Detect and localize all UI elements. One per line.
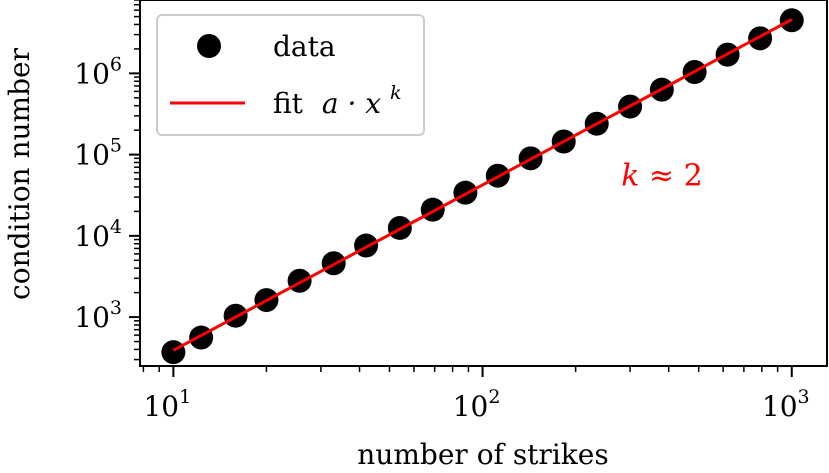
data-point [420, 197, 445, 222]
fit-exponent-annotation: k ≈ 2 [621, 159, 702, 194]
fit-line [172, 18, 793, 352]
legend-label-fit: fit a · x k [273, 82, 401, 120]
data-point [189, 325, 214, 350]
x-tick-label: 102 [453, 386, 501, 423]
legend: data fit a · x k [156, 14, 425, 136]
x-tick-label-base: 10 [762, 390, 798, 423]
legend-label-fit-exp: k [390, 82, 402, 104]
legend-box [156, 14, 425, 136]
data-point [354, 233, 379, 258]
x-tick-label-exp: 3 [798, 386, 810, 408]
y-tick-label-exp: 4 [110, 216, 122, 238]
data-point [161, 340, 186, 365]
series-layer [161, 8, 804, 365]
x-tick-label-exp: 2 [488, 386, 500, 408]
x-tick-label-base: 10 [143, 390, 179, 423]
legend-label-fit-word: fit [273, 87, 304, 120]
legend-label-data: data [273, 30, 336, 63]
x-tick-label: 103 [762, 386, 810, 423]
y-axis-label: condition number [3, 47, 36, 300]
y-tick-label-exp: 3 [110, 297, 122, 319]
y-tick-label: 104 [74, 216, 122, 253]
y-tick-label-base: 10 [74, 301, 110, 334]
x-axis-label: number of strikes [357, 438, 608, 471]
y-tick-label: 105 [74, 135, 122, 172]
y-tick-label-base: 10 [74, 57, 110, 90]
annotation-value: ≈ 2 [639, 159, 702, 194]
y-tick-label-exp: 6 [110, 53, 122, 75]
x-tick-label-base: 10 [453, 390, 489, 423]
legend-marker-data [197, 34, 221, 58]
x-tick-label-exp: 1 [179, 386, 191, 408]
legend-label-fit-math: a · x [322, 87, 381, 120]
x-axis-ticks: 101 102 103 [142, 366, 810, 423]
x-tick-label: 101 [143, 386, 191, 423]
data-point [287, 268, 312, 293]
data-point [748, 26, 773, 51]
y-tick-label-exp: 5 [110, 135, 122, 157]
annotation-variable: k [621, 159, 639, 194]
y-tick-label: 103 [74, 297, 122, 334]
y-tick-label-base: 10 [74, 220, 110, 253]
y-tick-label: 106 [74, 53, 122, 90]
y-tick-label-base: 10 [74, 139, 110, 172]
